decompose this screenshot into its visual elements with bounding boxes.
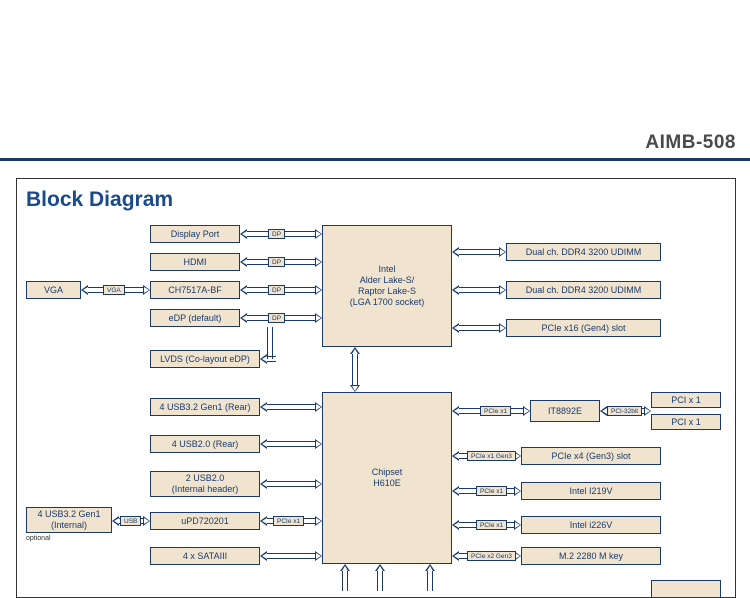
usb20-rear-box: 4 USB2.0 (Rear) xyxy=(150,435,260,453)
pcie-x4-box: PCIe x4 (Gen3) slot xyxy=(521,447,661,465)
page-model-title: AIMB-508 xyxy=(645,132,736,154)
sata-arrow xyxy=(260,551,322,561)
dp-label-2: DP xyxy=(268,257,285,267)
i226v-label: PCIe x1 xyxy=(476,520,507,530)
i226v-box: Intel i226V xyxy=(521,516,661,534)
dp-label-3: DP xyxy=(268,285,285,295)
upd-box: uPD720201 xyxy=(150,512,260,530)
pci-2-box: PCI x 1 xyxy=(651,414,721,430)
chipset-down-2 xyxy=(375,564,385,591)
dp-label-1: DP xyxy=(268,229,285,239)
i219v-box: Intel I219V xyxy=(521,482,661,500)
lvds-box: LVDS (Co-layout eDP) xyxy=(150,350,260,368)
section-title: Block Diagram xyxy=(26,188,173,212)
sata-box: 4 x SATAIII xyxy=(150,547,260,565)
usb20-rear-arrow xyxy=(260,439,322,449)
vga-label: VGA xyxy=(103,285,125,295)
ddr4-1-box: Dual ch. DDR4 3200 UDIMM xyxy=(506,243,661,261)
edp-box: eDP (default) xyxy=(150,309,240,327)
it8892e-box: IT8892E xyxy=(530,400,600,422)
it8892e-pcie-label: PCIe x1 xyxy=(480,406,511,416)
vga-box: VGA xyxy=(26,281,81,299)
chipset-down-3 xyxy=(425,564,435,591)
pcie-x16-box: PCIe x16 (Gen4) slot xyxy=(506,319,661,337)
usb32-rear-arrow xyxy=(260,402,322,412)
usb32-int-box: 4 USB3.2 Gen1 (Internal) xyxy=(26,507,112,533)
hdmi-box: HDMI xyxy=(150,253,240,271)
ddr4-2-box: Dual ch. DDR4 3200 UDIMM xyxy=(506,281,661,299)
chipset-down-1 xyxy=(340,564,350,591)
pci-1-box: PCI x 1 xyxy=(651,392,721,408)
pci32-label: PCI-32bit xyxy=(607,406,642,416)
m2-label: PCIe x2 Gen3 xyxy=(467,551,516,561)
usb-label: USB xyxy=(120,516,141,526)
ch7517a-box: CH7517A-BF xyxy=(150,281,240,299)
usb32-rear-box: 4 USB3.2 Gen1 (Rear) xyxy=(150,398,260,416)
dp-label-4: DP xyxy=(268,313,285,323)
i219v-label: PCIe x1 xyxy=(476,486,507,496)
cpu-chipset-arrow xyxy=(350,347,360,392)
lvds-elbow-h xyxy=(260,354,276,364)
upd-pcie-label: PCIe x1 xyxy=(273,516,304,526)
pcie-x16-arrow xyxy=(452,323,506,333)
chipset-block: Chipset H610E xyxy=(322,392,452,564)
optional-label: optional xyxy=(26,535,51,542)
partial-box-br xyxy=(651,580,721,598)
display-port-box: Display Port xyxy=(150,225,240,243)
pcie-x4-label: PCIe x1 Gen3 xyxy=(467,451,516,461)
usb20-int-arrow xyxy=(260,479,322,489)
usb20-int-box: 2 USB2.0 (Internal header) xyxy=(150,471,260,497)
m2-box: M.2 2280 M key xyxy=(521,547,661,565)
horizontal-rule xyxy=(0,158,750,161)
ddr4-2-arrow xyxy=(452,285,506,295)
cpu-block: Intel Alder Lake-S/ Raptor Lake-S (LGA 1… xyxy=(322,225,452,347)
ddr4-1-arrow xyxy=(452,247,506,257)
